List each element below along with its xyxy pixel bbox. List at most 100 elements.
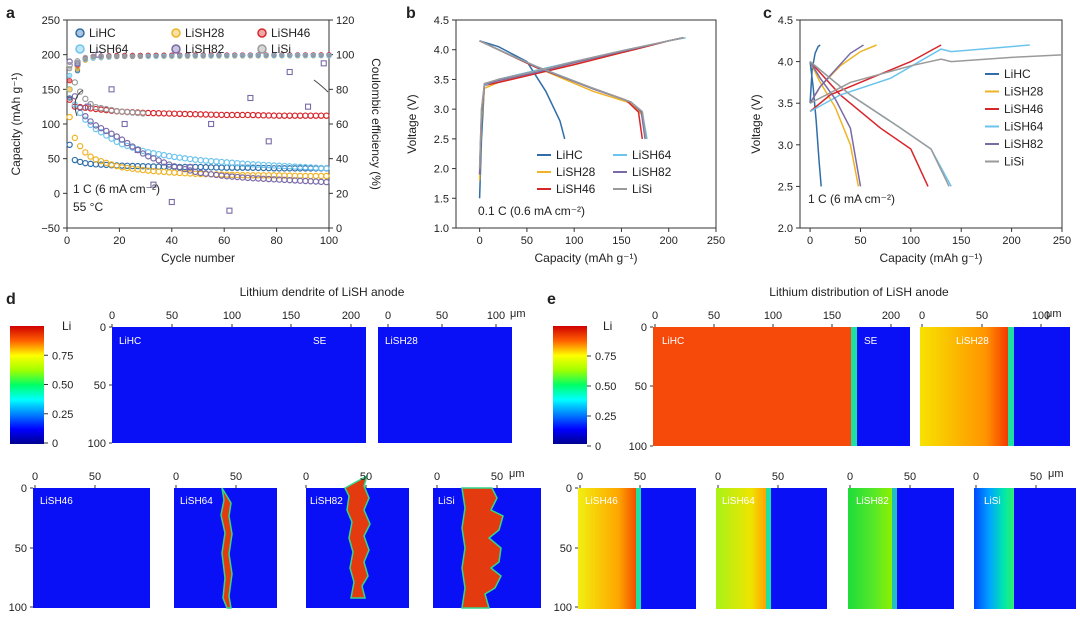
x-tick-label: 40	[166, 235, 178, 247]
ce-point-lish82	[286, 68, 293, 76]
x-axis-label: Capacity (mAh g⁻¹)	[879, 251, 982, 265]
map-e-lish82-se	[897, 488, 954, 609]
legend-label-lish46: LiSH46	[271, 26, 311, 40]
ce-point-lish82	[247, 94, 254, 102]
ce-point-lish64	[208, 53, 214, 59]
map-x-label: 50	[491, 471, 503, 483]
annotation-rate: 1 C (6 mA cm⁻²)	[73, 182, 160, 196]
capacity-point-lish46	[296, 112, 304, 119]
capacity-point-lish64	[76, 109, 84, 117]
capacity-point-lish46	[291, 112, 299, 119]
map-y-label: 0	[641, 322, 647, 334]
y-tick-label: 2.0	[778, 223, 793, 235]
panel-label-d: d	[6, 291, 16, 308]
x-tick-label: 150	[952, 235, 970, 247]
ce-point-lish82	[150, 181, 157, 188]
y2-tick-label: 40	[336, 154, 348, 166]
capacity-point-lish82	[265, 175, 272, 183]
map-unit-label: μm	[1046, 308, 1062, 320]
ce-point-lisi	[74, 58, 81, 64]
y-tick-label: 100	[42, 119, 60, 131]
colorbar-tick-label: 0.75	[52, 350, 73, 362]
ce-point-lish64	[271, 52, 277, 59]
ce-point-lish82	[304, 103, 312, 110]
capacity-point-lish82	[66, 58, 73, 65]
capacity-point-lish28	[160, 168, 168, 176]
legend-label-lish28: LiSH28	[1004, 85, 1044, 99]
capacity-point-lish82	[103, 127, 110, 135]
ce-point-lish64	[239, 52, 246, 59]
ce-point-lish64	[176, 53, 183, 59]
ce-point-lish64	[231, 52, 238, 59]
ce-point-lisi	[82, 54, 89, 61]
capacity-point-lihc	[207, 164, 215, 171]
map-x-label: 50	[904, 471, 916, 483]
map-e-lish28-se	[1014, 327, 1070, 446]
capacity-point-lish46	[265, 112, 272, 119]
ce-point-lisi	[129, 53, 136, 60]
legend-marker-lish82	[171, 44, 181, 54]
capacity-point-lish64	[213, 158, 220, 165]
map-y-label: 50	[94, 380, 106, 392]
map-x-label: 50	[708, 310, 720, 322]
y-tick-label: 2.5	[434, 134, 449, 146]
capacity-point-lish46	[171, 110, 178, 117]
legend-label-lisi: LiSi	[1004, 155, 1024, 169]
capacity-point-lisi	[82, 95, 89, 103]
map-y-label: 50	[560, 543, 572, 555]
legend-label-lihc: LiHC	[1004, 67, 1031, 81]
arrow-ce	[313, 79, 329, 93]
discharge-curve-lish28	[479, 40, 647, 140]
map-x-label: 0	[715, 471, 721, 483]
map-y-label: 100	[629, 441, 647, 453]
ce-point-lish82	[320, 60, 327, 67]
map-x-label: 100	[487, 310, 505, 322]
discharge-curve-lisi	[479, 40, 647, 140]
capacity-point-lish82	[207, 171, 215, 178]
map-e-lish46-lithium	[578, 488, 636, 609]
ce-point-lish64	[247, 52, 254, 59]
dendrite-lish82	[344, 474, 371, 599]
capacity-point-lish82	[124, 139, 131, 147]
capacity-point-lish46	[317, 112, 325, 119]
ce-point-lisi	[137, 53, 144, 60]
capacity-point-lihc	[66, 141, 73, 148]
capacity-point-lish28	[76, 142, 84, 150]
y-tick-label: 4.5	[434, 15, 449, 27]
ce-point-lish64	[184, 53, 191, 59]
capacity-point-lish46	[255, 111, 262, 119]
colorbar-tick-label: 0	[52, 438, 58, 450]
capacity-point-lish46	[234, 111, 241, 119]
map-d-se-label: SE	[313, 336, 327, 347]
y-tick-label: 50	[48, 154, 60, 166]
y-axis-label: Voltage (V)	[405, 94, 419, 153]
capacity-point-lihc	[213, 164, 220, 171]
capacity-point-lish46	[218, 111, 225, 119]
capacity-point-lish28	[171, 169, 178, 176]
capacity-point-lish46	[276, 112, 283, 119]
capacity-point-lish82	[108, 130, 115, 137]
discharge-curve-lish64	[809, 61, 952, 187]
capacity-point-lish82	[160, 159, 168, 166]
capacity-point-lish28	[165, 169, 173, 176]
y-tick-label: 4.0	[778, 57, 793, 69]
discharge-curve-lish82	[479, 40, 646, 140]
map-x-label: 50	[166, 310, 178, 322]
map-d-lish46	[33, 488, 150, 608]
map-e-lish46-interface	[636, 488, 641, 609]
capacity-point-lish46	[228, 111, 236, 119]
legend-marker-lisi	[257, 44, 267, 54]
capacity-point-lisi	[139, 110, 147, 117]
x-tick-label: 200	[1002, 235, 1020, 247]
ce-point-lihc	[66, 95, 73, 101]
capacity-point-lisi	[71, 79, 79, 86]
charge-curve-lish46	[809, 44, 942, 113]
map-x-label: 50	[89, 471, 101, 483]
capacity-point-lish82	[87, 118, 94, 125]
legend-label-lisi: LiSi	[632, 182, 652, 196]
y-tick-label: 3.0	[434, 104, 449, 116]
map-x-label: 50	[436, 310, 448, 322]
y-tick-label: 2.0	[434, 164, 449, 176]
y-tick-label: 150	[42, 84, 60, 96]
